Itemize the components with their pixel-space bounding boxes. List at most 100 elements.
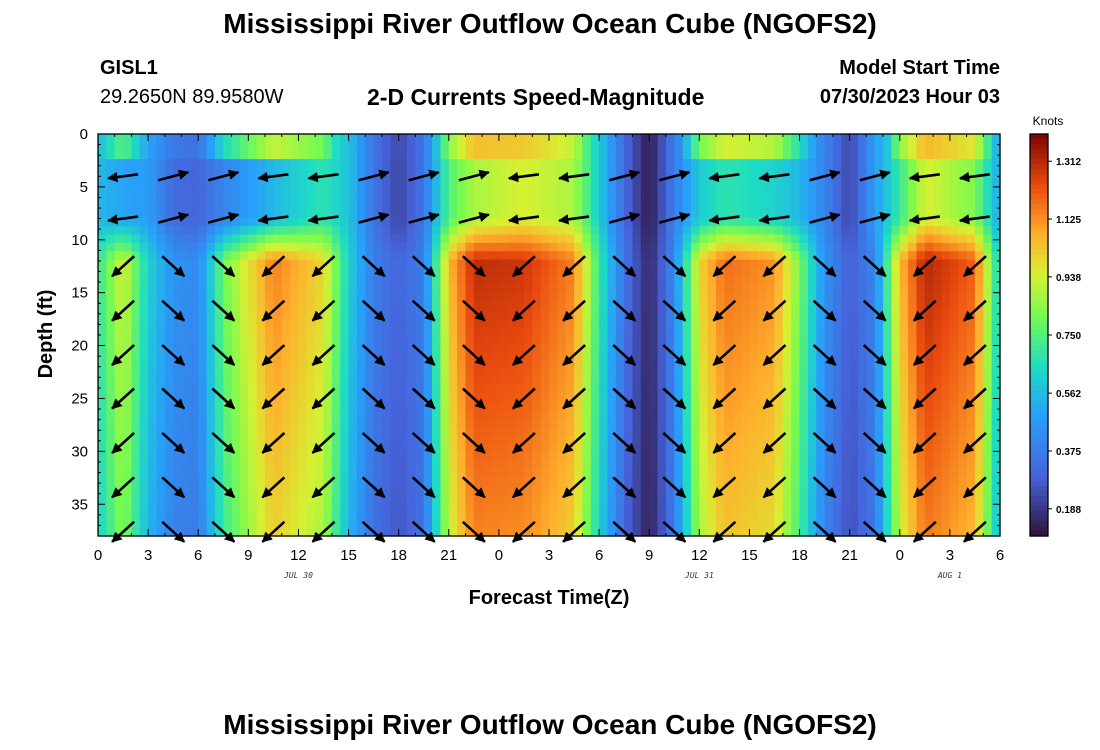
heatmap-cell: [640, 134, 650, 143]
heatmap-cell: [716, 159, 725, 169]
heatmap-cell: [465, 242, 475, 252]
heatmap-cell: [574, 368, 584, 378]
heatmap-cell: [590, 443, 600, 453]
heatmap-cell: [98, 418, 107, 428]
heatmap-cell: [649, 268, 659, 277]
heatmap-cell: [849, 309, 859, 319]
heatmap-cell: [832, 184, 842, 194]
heatmap-cell: [632, 318, 642, 328]
heatmap-cell: [582, 201, 592, 210]
heatmap-cell: [457, 460, 467, 470]
heatmap-cell: [356, 251, 366, 261]
heatmap-cell: [173, 385, 183, 395]
heatmap-cell: [482, 427, 492, 437]
heatmap-cell: [415, 192, 425, 202]
heatmap-cell: [816, 527, 826, 537]
heatmap-cell: [256, 184, 266, 194]
heatmap-cell: [407, 318, 416, 328]
heatmap-cell: [214, 527, 224, 537]
heatmap-cell: [674, 217, 684, 227]
heatmap-cell: [189, 460, 199, 470]
heatmap-cell: [883, 410, 893, 420]
heatmap-cell: [390, 519, 400, 529]
heatmap-cell: [891, 452, 901, 462]
heatmap-cell: [549, 494, 558, 504]
heatmap-cell: [365, 159, 375, 169]
heatmap-cell: [98, 192, 107, 202]
heatmap-cell: [941, 360, 951, 370]
heatmap-cell: [874, 301, 884, 311]
heatmap-cell: [390, 393, 400, 403]
heatmap-cell: [615, 159, 625, 169]
heatmap-cell: [123, 134, 133, 143]
heatmap-cell: [348, 184, 358, 194]
heatmap-cell: [231, 343, 241, 353]
heatmap-cell: [290, 477, 300, 487]
heatmap-cell: [390, 318, 400, 328]
heatmap-cell: [632, 251, 642, 261]
heatmap-cell: [239, 150, 249, 160]
heatmap-cell: [465, 251, 475, 261]
heatmap-cell: [549, 309, 558, 319]
heatmap-cell: [941, 226, 951, 236]
heatmap-cell: [565, 150, 575, 160]
heatmap-cell: [682, 410, 692, 420]
heatmap-cell: [356, 159, 366, 169]
heatmap-cell: [916, 452, 926, 462]
heatmap-cell: [891, 335, 901, 344]
heatmap-cell: [816, 427, 826, 437]
heatmap-cell: [465, 276, 475, 286]
heatmap-cell: [816, 510, 826, 520]
heatmap-cell: [774, 469, 784, 478]
heatmap-cell: [766, 460, 776, 470]
heatmap-cell: [407, 368, 416, 378]
heatmap-cell: [540, 351, 550, 361]
heatmap-cell: [331, 502, 341, 512]
heatmap-cell: [799, 284, 809, 294]
heatmap-cell: [239, 385, 249, 395]
heatmap-cell: [173, 494, 183, 504]
heatmap-cell: [365, 142, 375, 152]
heatmap-cell: [540, 201, 550, 210]
heatmap-cell: [331, 368, 341, 378]
heatmap-cell: [315, 293, 325, 303]
heatmap-cell: [432, 192, 442, 202]
heatmap-cell: [231, 217, 241, 227]
heatmap-cell: [323, 443, 333, 453]
heatmap-cell: [223, 217, 233, 227]
heatmap-cell: [465, 360, 475, 370]
heatmap-cell: [306, 192, 316, 202]
heatmap-cell: [941, 385, 951, 395]
heatmap-cell: [198, 150, 208, 160]
heatmap-cell: [223, 159, 233, 169]
heatmap-cell: [106, 335, 116, 344]
heatmap-cell: [390, 385, 400, 395]
heatmap-cell: [290, 326, 300, 336]
heatmap-cell: [482, 418, 492, 428]
heatmap-cell: [373, 494, 383, 504]
heatmap-cell: [523, 485, 533, 495]
heatmap-cell: [365, 469, 375, 478]
heatmap-cell: [348, 494, 358, 504]
heatmap-cell: [590, 259, 600, 269]
heatmap-cell: [356, 309, 366, 319]
heatmap-cell: [348, 519, 358, 529]
heatmap-cell: [465, 209, 475, 219]
heatmap-cell: [306, 326, 316, 336]
heatmap-cell: [331, 351, 341, 361]
heatmap-cell: [615, 393, 625, 403]
heatmap-cell: [565, 226, 575, 236]
heatmap-cell: [749, 435, 759, 445]
heatmap-cell: [908, 167, 918, 177]
heatmap-cell: [949, 527, 959, 537]
heatmap-cell: [498, 527, 508, 537]
heatmap-cell: [590, 402, 600, 411]
heatmap-cell: [273, 201, 283, 210]
heatmap-cell: [540, 268, 550, 277]
heatmap-cell: [407, 234, 416, 244]
heatmap-cell: [682, 234, 692, 244]
heatmap-cell: [365, 293, 375, 303]
heatmap-cell: [757, 427, 767, 437]
heatmap-cell: [390, 376, 400, 386]
heatmap-cell: [164, 351, 174, 361]
